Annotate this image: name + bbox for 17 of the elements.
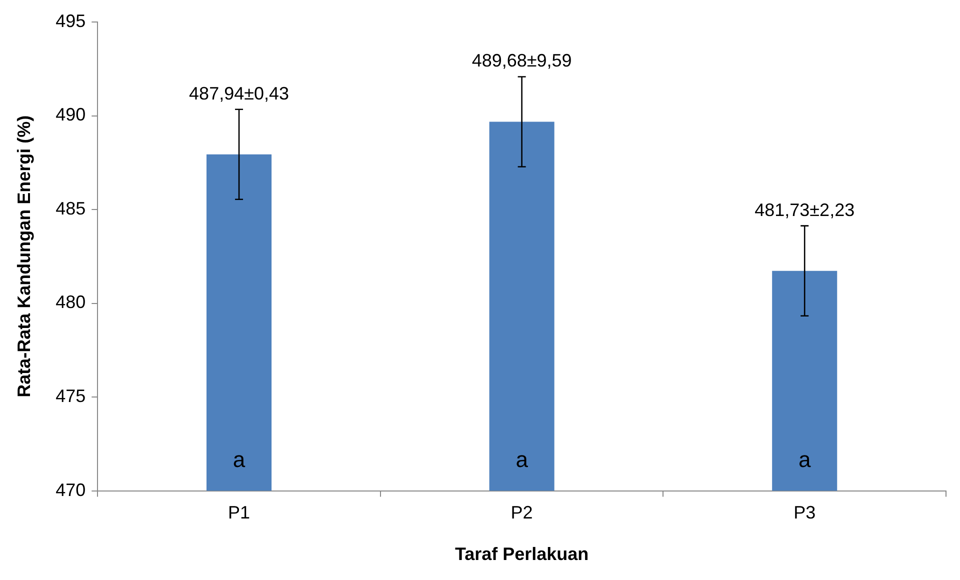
- data-label: 489,68±9,59: [472, 50, 572, 71]
- data-label: 487,94±0,43: [189, 83, 290, 104]
- annotation: a: [798, 446, 812, 472]
- y-tick-label: 495: [56, 10, 86, 31]
- annotation: a: [516, 446, 529, 472]
- x-axis-title: Taraf Perlakuan: [454, 544, 589, 564]
- data-label: 481,73±2,23: [754, 200, 855, 220]
- x-tick-label: P3: [794, 502, 816, 523]
- y-axis-title: Rata-Rata Kandungan Energi (%): [14, 115, 34, 398]
- x-tick-label: P2: [510, 502, 533, 523]
- y-tick-label: 485: [56, 198, 86, 218]
- y-tick-label: 490: [56, 104, 86, 125]
- annotation: a: [232, 446, 246, 472]
- x-tick-label: P1: [228, 502, 250, 523]
- y-tick-label: 475: [56, 386, 86, 406]
- y-tick-label: 480: [56, 292, 86, 312]
- y-tick-label: 470: [56, 480, 86, 500]
